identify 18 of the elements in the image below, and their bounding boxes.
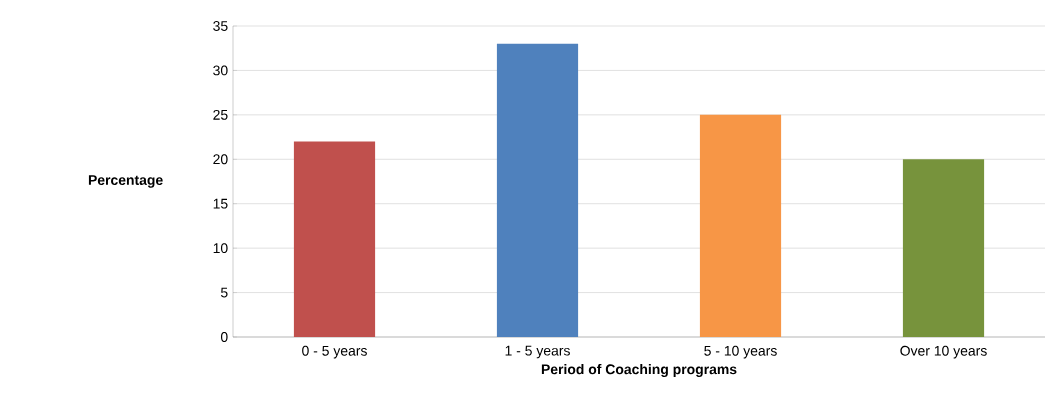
x-tick-label: 5 - 10 years	[704, 345, 777, 359]
x-tick-label: 1 - 5 years	[505, 345, 570, 359]
y-axis-title: Percentage	[88, 175, 163, 188]
bar	[496, 43, 579, 337]
bar	[293, 141, 376, 337]
y-tick-label: 15	[213, 198, 228, 209]
x-tick-label: Over 10 years	[900, 345, 987, 359]
bar	[699, 114, 782, 337]
y-tick-label: 30	[213, 65, 228, 76]
bar	[902, 159, 985, 337]
y-tick-label: 20	[213, 154, 228, 165]
x-axis-title: Period of Coaching programs	[541, 363, 737, 378]
y-tick-label: 25	[213, 109, 228, 120]
x-tick-label: 0 - 5 years	[302, 345, 367, 359]
y-tick-label: 5	[220, 287, 228, 298]
y-tick-label: 10	[213, 243, 228, 254]
y-tick-label: 0	[220, 332, 228, 342]
y-tick-label: 35	[213, 21, 228, 31]
